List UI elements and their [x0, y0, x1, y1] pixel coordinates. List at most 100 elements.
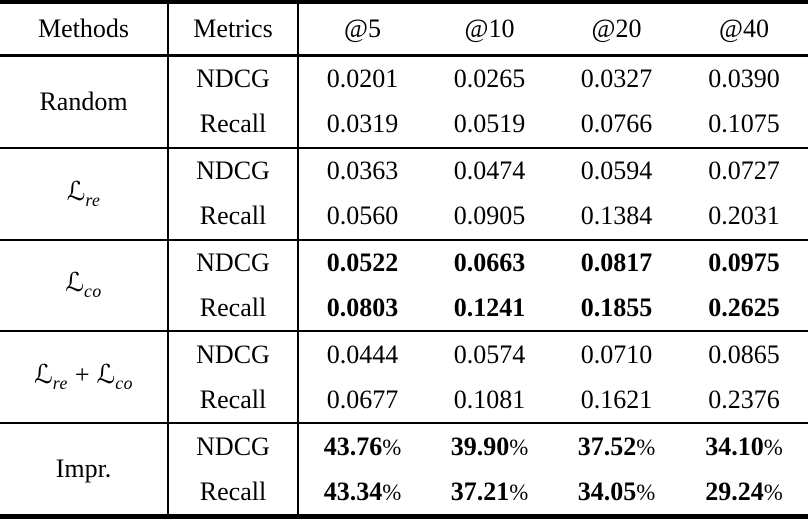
value-cell: 34.10% [680, 422, 808, 470]
col-header-metrics: Metrics [167, 2, 298, 57]
method-label: Random [39, 86, 128, 116]
table-row: Recall 0.0560 0.0905 0.1384 0.2031 [0, 193, 808, 240]
value-cell: 0.0560 [297, 193, 426, 240]
value-cell: 37.52% [553, 422, 680, 470]
method-cell-impr: Impr. [0, 422, 168, 517]
value-cell: 0.1855 [580, 292, 653, 322]
method-label: Impr. [55, 454, 112, 484]
metric-cell: Recall [167, 285, 298, 332]
value-cell: 0.0727 [680, 146, 808, 194]
value-cell: 0.1241 [453, 292, 526, 322]
value-cell: 0.0803 [297, 285, 426, 332]
col-header-at5: @5 [297, 2, 426, 57]
table-row: Recall 0.0803 0.1241 0.1855 0.2625 [0, 285, 808, 332]
value-cell: 0.0817 [553, 238, 680, 286]
value-cell: 0.0905 [453, 201, 526, 231]
value-cell: 0.0677 [297, 377, 426, 424]
math-subscript: re [52, 373, 68, 394]
math-script-l: ℒ [96, 360, 116, 391]
value-cell: 0.2376 [708, 384, 780, 414]
table-row: ℒre + ℒco NDCG 0.0444 0.0574 0.0710 0.0865 [0, 330, 808, 424]
method-cell-l-co: ℒco [0, 238, 168, 332]
math-script-l: ℒ [34, 360, 53, 391]
col-header-at20: @20 [553, 2, 680, 57]
value-cell: 0.0975 [680, 238, 808, 286]
value-cell: 39.90% [426, 422, 553, 470]
percent-sign: % [763, 479, 783, 505]
improvement-value: 37.21 [450, 476, 510, 506]
value-cell: 0.0766 [580, 109, 653, 139]
metric-cell: Recall [167, 377, 298, 424]
metric-cell: NDCG [167, 330, 298, 378]
metric-cell: NDCG [167, 54, 298, 102]
improvement-value: 29.24 [705, 476, 764, 506]
value-cell: 0.2031 [708, 201, 780, 231]
math-subscript: co [84, 281, 102, 302]
value-cell: 43.76% [297, 422, 426, 470]
percent-sign: % [763, 434, 783, 460]
improvement-value: 37.52 [577, 431, 637, 461]
header-row: Methods Metrics @5 @10 @20 @40 [0, 2, 808, 57]
value-cell: 0.0444 [297, 330, 426, 378]
value-cell: 37.21% [426, 469, 553, 516]
math-subscript: re [85, 189, 101, 210]
table-row: Recall 43.34% 37.21% 34.05% 29.24% [0, 469, 808, 517]
value-cell: 0.0522 [297, 238, 426, 286]
metric-cell: Recall [167, 101, 298, 148]
value-cell: 0.0710 [553, 330, 680, 378]
value-cell: 34.05% [553, 469, 680, 516]
improvement-value: 39.90 [450, 431, 510, 461]
table-row: Recall 0.0677 0.1081 0.1621 0.2376 [0, 377, 808, 424]
value-cell: 0.2625 [708, 292, 780, 322]
value-cell: 0.0519 [453, 109, 526, 139]
improvement-value: 34.05 [577, 476, 637, 506]
value-cell: 0.0265 [426, 54, 553, 102]
table-row: ℒco NDCG 0.0522 0.0663 0.0817 0.0975 [0, 238, 808, 332]
percent-sign: % [636, 434, 656, 460]
table-row: Random NDCG 0.0201 0.0265 0.0327 0.0390 [0, 54, 808, 148]
value-cell: 29.24% [680, 469, 808, 516]
metric-cell: Recall [167, 193, 298, 240]
value-cell: 0.0663 [426, 238, 553, 286]
value-cell: 0.0390 [680, 54, 808, 102]
math-script-l: ℒ [66, 176, 86, 207]
value-cell: 43.34% [297, 469, 426, 517]
value-cell: 0.0474 [426, 146, 553, 194]
value-cell: 0.0319 [297, 101, 426, 148]
improvement-value: 43.76 [323, 431, 383, 461]
method-cell-l-re: ℒre [0, 146, 168, 240]
value-cell: 0.0574 [426, 330, 553, 378]
value-cell: 0.0201 [297, 54, 426, 102]
table-row: Recall 0.0319 0.0519 0.0766 0.1075 [0, 101, 808, 148]
value-cell: 0.1081 [453, 384, 526, 414]
percent-sign: % [382, 479, 402, 505]
method-cell-random: Random [0, 54, 168, 148]
percent-sign: % [509, 434, 529, 460]
value-cell: 0.0327 [553, 54, 680, 102]
table-row: Impr. NDCG 43.76% 39.90% 37.52% 34.10% [0, 422, 808, 517]
table-row: ℒre NDCG 0.0363 0.0474 0.0594 0.0727 [0, 146, 808, 240]
math-subscript: co [115, 373, 133, 394]
metric-cell: NDCG [167, 422, 298, 470]
improvement-value: 43.34 [323, 476, 383, 506]
value-cell: 0.0363 [297, 146, 426, 194]
value-cell: 0.0594 [553, 146, 680, 194]
value-cell: 0.1075 [708, 109, 780, 139]
metric-cell: Recall [167, 469, 298, 517]
col-header-at40: @40 [680, 2, 808, 57]
value-cell: 0.1621 [580, 384, 653, 414]
metric-cell: NDCG [167, 238, 298, 286]
percent-sign: % [509, 479, 529, 505]
value-cell: 0.1384 [580, 201, 653, 231]
percent-sign: % [636, 479, 656, 505]
percent-sign: % [382, 434, 402, 460]
value-cell: 0.0865 [680, 330, 808, 378]
col-header-methods: Methods [0, 2, 168, 57]
method-cell-l-re-plus-l-co: ℒre + ℒco [0, 330, 168, 424]
plus-sign: + [74, 360, 90, 390]
improvement-value: 34.10 [705, 431, 764, 461]
math-script-l: ℒ [65, 268, 85, 299]
metric-cell: NDCG [167, 146, 298, 194]
